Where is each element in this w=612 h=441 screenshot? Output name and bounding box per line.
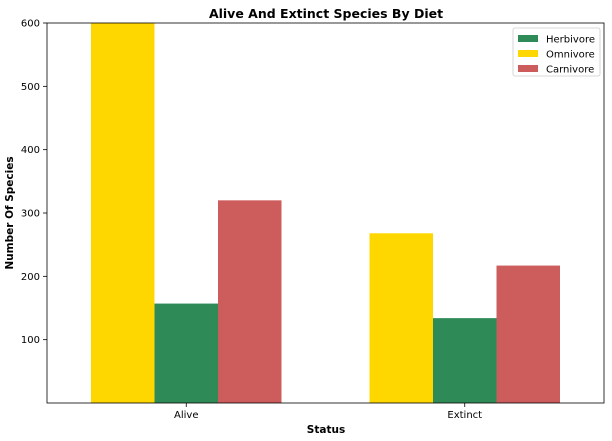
legend: Herbivore Omnivore Carnivore: [512, 27, 601, 77]
y-tick-label: 500: [21, 82, 40, 93]
legend-label-carnivore: Carnivore: [546, 65, 594, 76]
bar-carnivore-alive: [218, 200, 282, 403]
bar-herbivore-alive: [154, 303, 218, 403]
legend-swatch-omnivore: [518, 50, 538, 57]
y-tick-label: 600: [21, 19, 40, 30]
x-tick-label: Extinct: [447, 410, 482, 421]
y-axis-title: Number Of Species: [4, 156, 16, 269]
bar-omnivore-extinct: [369, 233, 433, 403]
y-tick-label: 300: [21, 209, 40, 220]
legend-label-omnivore: Omnivore: [546, 50, 595, 61]
y-tick-label: 200: [21, 272, 40, 283]
y-tick-label: 100: [21, 335, 40, 346]
legend-swatch-herbivore: [518, 35, 538, 42]
bar-herbivore-extinct: [433, 318, 497, 403]
bar-omnivore-alive: [91, 23, 155, 403]
y-tick-label: 400: [21, 145, 40, 156]
legend-swatch-carnivore: [518, 65, 538, 72]
x-axis-title: Status: [307, 424, 345, 436]
chart-title: Alive And Extinct Species By Diet: [209, 6, 443, 21]
axes: 100 200 300 400 500 600 Alive Extinct: [21, 19, 605, 421]
bars: [91, 23, 560, 403]
x-tick-label: Alive: [174, 410, 198, 421]
legend-label-herbivore: Herbivore: [546, 35, 595, 46]
bar-carnivore-extinct: [496, 265, 560, 403]
